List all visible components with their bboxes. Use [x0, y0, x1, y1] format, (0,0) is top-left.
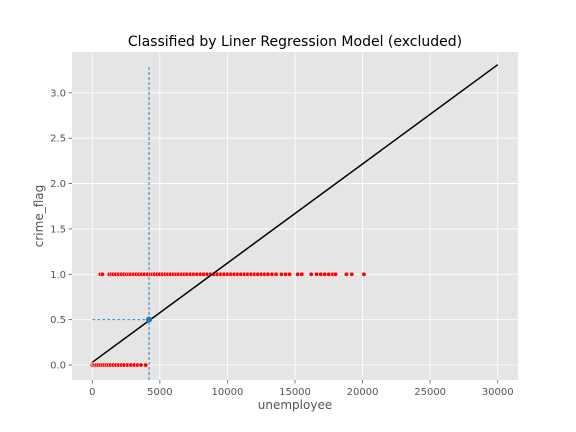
data-point [314, 271, 320, 277]
y-tick-label: 0.5 [50, 315, 66, 326]
x-tick-label: 25000 [414, 387, 446, 398]
grid-lines [72, 52, 518, 380]
y-tick-label: 2.5 [50, 134, 66, 145]
data-point [318, 271, 324, 277]
threshold-marker [92, 65, 150, 380]
data-point [343, 271, 349, 277]
y-tick-label: 1.0 [50, 270, 66, 281]
threshold-point [146, 316, 153, 323]
x-tick-label: 20000 [347, 387, 379, 398]
x-tick-label: 5000 [147, 387, 172, 398]
y-tick-label: 2.0 [50, 179, 66, 190]
data-point [273, 271, 279, 277]
threshold-point-marker [146, 316, 153, 323]
x-tick-label: 15000 [279, 387, 311, 398]
x-axis-label: unemployee [258, 398, 332, 412]
x-tick-label: 10000 [212, 387, 244, 398]
chart-title: Classified by Liner Regression Model (ex… [128, 34, 462, 50]
regression-line [91, 64, 499, 363]
y-tick-label: 0.0 [50, 361, 66, 372]
data-point [322, 271, 328, 277]
data-point [333, 271, 338, 277]
y-tick-label: 3.0 [50, 88, 66, 99]
scatter-points [89, 271, 367, 368]
x-tick-label: 30000 [482, 387, 514, 398]
axis-ticks: 0 5000 10000 15000 20000 25000 30000 0.0 0.5 1.0 1… [50, 88, 514, 398]
data-point [99, 271, 105, 277]
data-point [308, 271, 314, 277]
data-point [265, 271, 271, 277]
data-point [283, 271, 288, 277]
regression-line-segment [91, 64, 499, 363]
data-point [361, 271, 367, 277]
x-tick-label: 0 [89, 387, 95, 398]
y-axis-label: crime_flag [32, 185, 46, 247]
data-point [279, 271, 284, 277]
data-point [143, 362, 149, 368]
data-point [138, 362, 144, 368]
data-point [287, 271, 293, 277]
data-point [349, 271, 355, 277]
data-point [299, 271, 305, 277]
y-tick-label: 1.5 [50, 224, 66, 235]
data-point [269, 271, 275, 277]
data-point [295, 271, 301, 277]
data-point [326, 271, 332, 277]
